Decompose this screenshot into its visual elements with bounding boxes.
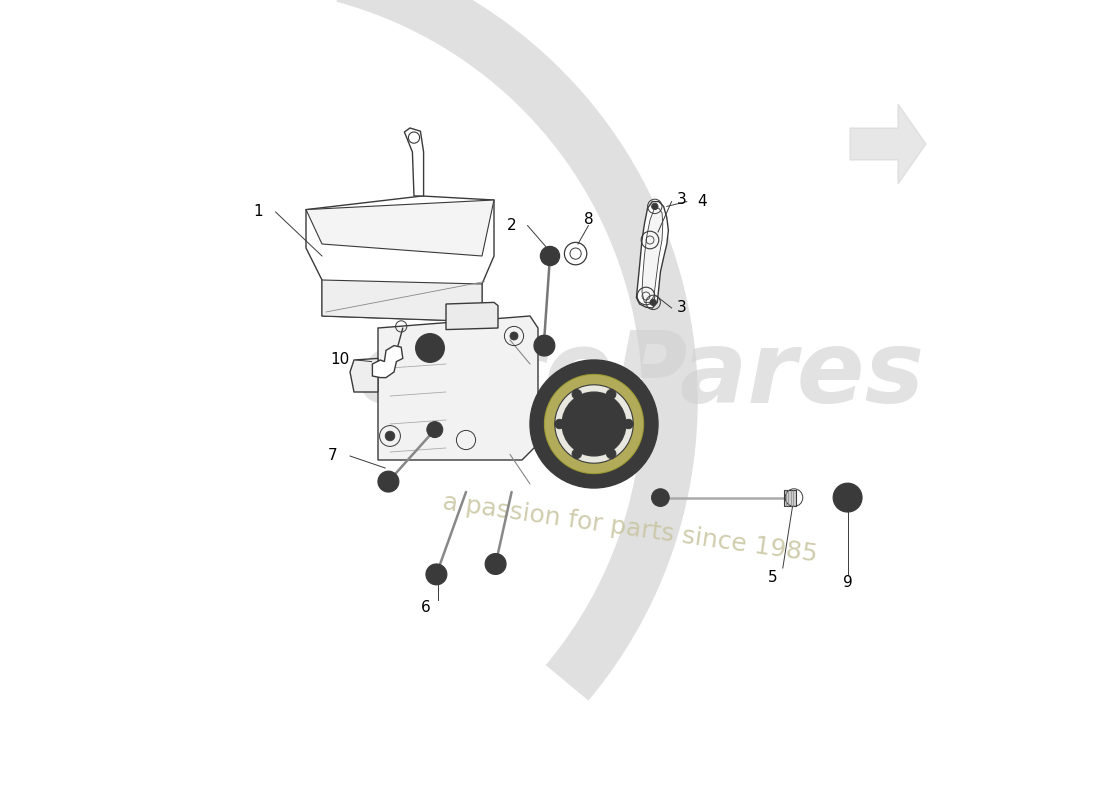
Polygon shape bbox=[784, 490, 796, 506]
Circle shape bbox=[416, 334, 444, 362]
Circle shape bbox=[485, 554, 506, 574]
Text: Pares: Pares bbox=[614, 327, 925, 425]
Text: 9: 9 bbox=[843, 575, 852, 590]
Circle shape bbox=[427, 422, 443, 438]
Polygon shape bbox=[850, 104, 926, 184]
Circle shape bbox=[554, 419, 564, 429]
Circle shape bbox=[534, 364, 654, 484]
Circle shape bbox=[554, 385, 634, 463]
Circle shape bbox=[510, 332, 518, 340]
Text: 3: 3 bbox=[678, 193, 686, 207]
Circle shape bbox=[844, 494, 851, 502]
Circle shape bbox=[839, 490, 856, 506]
Circle shape bbox=[624, 419, 634, 429]
Circle shape bbox=[606, 390, 616, 399]
Text: 6: 6 bbox=[421, 601, 431, 615]
Polygon shape bbox=[306, 196, 494, 322]
Text: 3: 3 bbox=[678, 301, 686, 315]
Text: 2: 2 bbox=[507, 218, 516, 233]
Text: 8: 8 bbox=[584, 213, 593, 227]
Polygon shape bbox=[405, 128, 424, 196]
Text: 1: 1 bbox=[253, 205, 263, 219]
Text: a passion for parts since 1985: a passion for parts since 1985 bbox=[441, 490, 820, 566]
Circle shape bbox=[378, 471, 399, 492]
Polygon shape bbox=[642, 208, 663, 302]
Text: 5: 5 bbox=[768, 570, 778, 585]
Polygon shape bbox=[306, 200, 494, 256]
Circle shape bbox=[651, 203, 658, 210]
Circle shape bbox=[385, 431, 395, 441]
Circle shape bbox=[651, 489, 669, 506]
Text: euro: euro bbox=[356, 327, 614, 425]
Circle shape bbox=[540, 246, 560, 266]
Circle shape bbox=[534, 335, 554, 356]
Circle shape bbox=[426, 564, 447, 585]
Polygon shape bbox=[322, 280, 482, 322]
Circle shape bbox=[606, 449, 616, 458]
Circle shape bbox=[544, 374, 644, 474]
Text: 10: 10 bbox=[330, 353, 349, 367]
Polygon shape bbox=[446, 302, 498, 330]
Circle shape bbox=[572, 390, 582, 399]
Text: 4: 4 bbox=[697, 194, 707, 209]
Polygon shape bbox=[373, 346, 403, 378]
Circle shape bbox=[576, 406, 612, 442]
Circle shape bbox=[530, 360, 658, 488]
Circle shape bbox=[587, 418, 601, 430]
Polygon shape bbox=[637, 202, 669, 308]
Polygon shape bbox=[378, 316, 538, 460]
Circle shape bbox=[833, 483, 862, 512]
Circle shape bbox=[539, 340, 550, 351]
Polygon shape bbox=[350, 358, 378, 392]
Circle shape bbox=[572, 449, 582, 458]
Text: 7: 7 bbox=[328, 449, 338, 463]
Circle shape bbox=[650, 299, 657, 306]
Circle shape bbox=[562, 392, 626, 456]
